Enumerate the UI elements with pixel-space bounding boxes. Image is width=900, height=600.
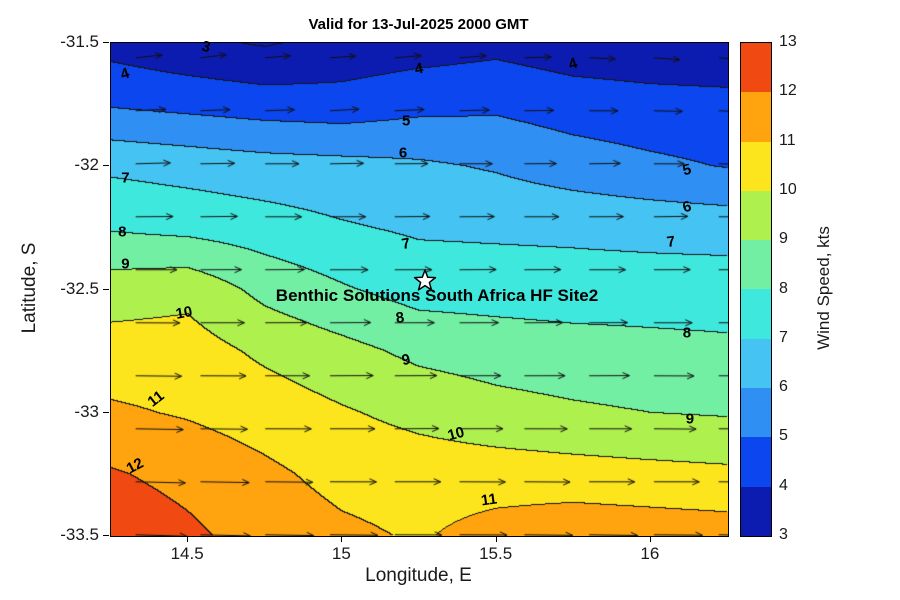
contour-label: 10: [174, 303, 194, 323]
colorbar-band: [741, 141, 771, 191]
x-tick-label: 15.5: [479, 544, 513, 563]
x-tick-mark: [187, 536, 189, 542]
colorbar-band: [741, 92, 771, 142]
colorbar-tick-label: 3: [779, 526, 788, 543]
colorbar-band: [741, 43, 771, 93]
x-tick-label: 16: [640, 544, 660, 563]
colorbar-tick-label: 13: [779, 33, 797, 50]
colorbar-tick-label: 11: [779, 131, 796, 149]
colorbar-band: [741, 486, 771, 536]
y-axis-label: Latitude, S: [19, 242, 40, 334]
colorbar-band: [741, 240, 771, 290]
plot-title: Valid for 13-Jul-2025 2000 GMT: [308, 16, 529, 33]
colorbar-tick-label: 6: [779, 378, 788, 396]
site-label: Benthic Solutions South Africa HF Site2: [275, 285, 599, 305]
colorbar-tick-label: 7: [779, 328, 788, 346]
x-tick-label: 15: [331, 544, 351, 563]
colorbar-band: [741, 388, 771, 438]
y-tick-mark: [103, 165, 109, 167]
y-tick-label: -33: [74, 401, 99, 421]
y-tick-label: -31.5: [60, 32, 99, 51]
contour-label: 8: [682, 324, 692, 342]
colorbar-label: Wind Speed, kts: [814, 226, 833, 350]
contour-label: 8: [118, 223, 127, 241]
x-tick-mark: [649, 536, 651, 542]
site-marker-star-icon: [413, 269, 436, 291]
y-tick-mark: [103, 42, 109, 43]
colorbar-tick-label: 8: [779, 279, 788, 297]
colorbar-band: [741, 437, 771, 487]
contour-label: 11: [480, 490, 499, 511]
contour-label: 9: [685, 410, 695, 428]
colorbar-tick-label: 10: [779, 180, 797, 198]
contour-label: 6: [398, 144, 408, 162]
colorbar-band: [741, 289, 771, 339]
colorbar-tick-label: 12: [779, 82, 797, 100]
y-tick-mark: [103, 288, 109, 290]
x-tick-mark: [495, 536, 497, 542]
y-tick-mark: [103, 411, 109, 413]
y-tick-label: -33.5: [60, 525, 99, 544]
y-tick-mark: [103, 535, 109, 536]
contour-label: 7: [121, 169, 130, 187]
y-tick-label: -32.5: [60, 278, 99, 298]
colorbar-tick-label: 9: [779, 230, 788, 248]
colorbar-tick-label: 5: [779, 427, 788, 445]
y-tick-label: -32: [74, 155, 99, 175]
colorbar-tick-label: 4: [779, 476, 788, 494]
colorbar-band: [741, 338, 771, 389]
x-axis-label: Longitude, E: [365, 565, 472, 586]
contour-label: 9: [121, 255, 130, 273]
contour-label: 5: [401, 112, 411, 130]
colorbar: [740, 42, 772, 537]
x-tick-mark: [341, 536, 343, 542]
x-tick-label: 14.5: [170, 544, 204, 563]
colorbar-band: [741, 190, 771, 241]
